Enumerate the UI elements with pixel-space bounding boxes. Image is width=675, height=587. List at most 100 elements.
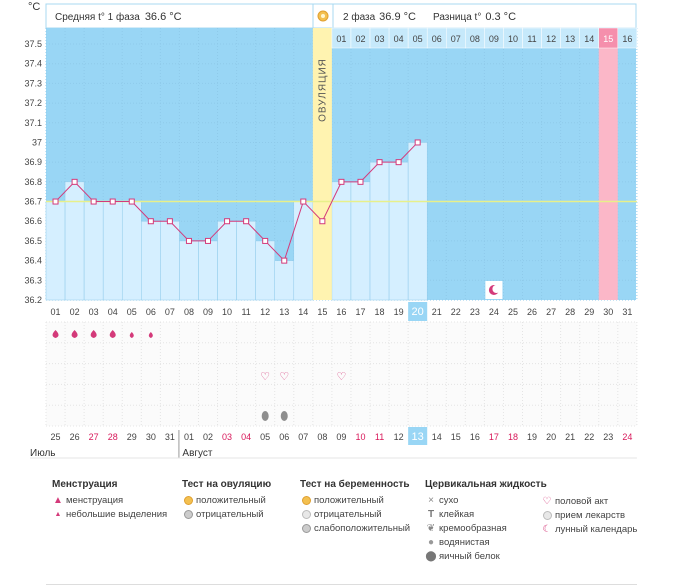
y-tick-label: 37.5 <box>24 39 42 49</box>
temperature-bar <box>388 161 409 301</box>
cycle-day-label: 03 <box>89 307 99 317</box>
cycle-day-labels: 01 02 03 04 05 06 07 08 09 10 11 12 13 14 15 16 17 18 19 20… <box>51 302 632 321</box>
phase2-label: 2 фаза 36.9 °C <box>343 11 416 23</box>
calendar-date-label: 09 <box>336 432 346 442</box>
phase1-label: Средняя t° 1 фаза 36.6 °C <box>55 11 182 23</box>
temperature-point <box>147 218 154 225</box>
y-tick-label: 36.4 <box>24 256 42 266</box>
y-tick-label: 37.4 <box>24 59 42 69</box>
highlight-day-band <box>598 28 618 300</box>
phase2-day-label: 09 <box>489 34 499 44</box>
legend-title: Тест на беременность <box>300 479 410 490</box>
calendar-dates: 25 26 27 28 29 30 31 01 02 03 04 05 06 07 08 09 10 11 12 13… <box>51 427 632 445</box>
phase2-day-row: 01 02 03 04 05 06 07 08 09 10 11 12 13 14 15 16 <box>331 27 638 49</box>
calendar-date-label: 21 <box>565 432 575 442</box>
negative-test-icon <box>182 508 194 524</box>
sticky-icon: T <box>427 509 435 520</box>
positive-test-icon <box>300 494 312 510</box>
drop-icon <box>90 330 97 338</box>
temperature-point <box>224 218 231 225</box>
dry-icon: × <box>428 495 434 506</box>
legend-title: Цервикальная жидкость <box>425 479 547 490</box>
positive-test-icon <box>182 494 194 510</box>
drop-icon <box>52 330 59 338</box>
temperature-bar <box>331 181 352 301</box>
calendar-date-label: 15 <box>451 432 461 442</box>
calendar-date-label: 06 <box>279 432 289 442</box>
y-tick-label: 36.5 <box>24 236 42 246</box>
cycle-day-label: 15 <box>317 307 327 317</box>
temperature-bar <box>350 181 371 301</box>
calendar-date-label: 19 <box>527 432 537 442</box>
temperature-bar <box>274 260 295 301</box>
calendar-date-label: 10 <box>355 432 365 442</box>
phase2-day-label: 13 <box>565 34 575 44</box>
legend-item: ♡ половой акт <box>542 496 609 507</box>
temperature-point <box>281 257 288 264</box>
legend-item: ▲ менструация <box>53 495 124 506</box>
temperature-bar <box>83 201 104 301</box>
legend-item: положительный <box>300 494 410 508</box>
temperature-points <box>52 139 421 264</box>
header-box <box>45 3 637 29</box>
cycle-day-label: 20 <box>412 306 424 318</box>
y-tick-label: 37.3 <box>24 78 42 88</box>
calendar-date-label: 20 <box>546 432 556 442</box>
phase2-day-label: 02 <box>355 34 365 44</box>
heart-icon: ♡ <box>260 371 270 383</box>
cycle-day-label: 24 <box>489 307 499 317</box>
cycle-day-label: 07 <box>165 307 175 317</box>
phase2-day-label: 04 <box>394 34 404 44</box>
temperature-bar <box>198 240 218 301</box>
legend-item: прием лекарств <box>541 509 637 523</box>
calendar-date-label: 26 <box>70 432 80 442</box>
phase2-day-label: 16 <box>622 34 632 44</box>
legend-item: слабоположительный <box>300 522 410 536</box>
y-tick-label: 36.7 <box>24 197 42 207</box>
temperature-bar <box>141 220 161 301</box>
calendar-date-label: 27 <box>89 432 99 442</box>
fluid-drop-icon <box>280 411 288 421</box>
cycle-day-label: 10 <box>222 307 232 317</box>
legend-other: ♡ половой акт прием лекарств ☾ лунный кале… <box>541 495 637 537</box>
legend-title: Тест на овуляцию <box>182 479 272 490</box>
legend-item: ⬤ яичный белок <box>425 551 500 562</box>
legend-item: ● водянистая <box>425 536 547 550</box>
y-unit-label: °C <box>28 1 40 13</box>
weak-positive-test-icon <box>300 522 312 538</box>
calendar-date-label: 07 <box>298 432 308 442</box>
y-tick-label: 36.2 <box>24 295 42 305</box>
cycle-day-label: 06 <box>146 307 156 317</box>
temperature-point <box>166 218 173 225</box>
sun-icon <box>317 10 329 22</box>
small-drop-icon <box>148 332 153 338</box>
cycle-day-label: 13 <box>279 307 289 317</box>
y-tick-label: 36.8 <box>24 177 42 187</box>
temperature-point <box>357 178 364 185</box>
cycle-day-label: 21 <box>432 307 442 317</box>
cycle-day-label: 27 <box>546 307 556 317</box>
phase2-day-label: 03 <box>375 34 385 44</box>
temperature-point <box>185 237 192 244</box>
temperature-point <box>262 237 269 244</box>
month-labels: Июль Август <box>30 430 637 459</box>
temperature-bar <box>293 201 314 301</box>
phase2-day-label: 15 <box>603 34 613 44</box>
cycle-day-label: 04 <box>108 307 118 317</box>
temperature-point <box>338 178 345 185</box>
legend-item: положительный <box>182 494 271 508</box>
calendar-date-label: 23 <box>603 432 613 442</box>
cycle-day-label: 01 <box>51 307 61 317</box>
cycle-day-label: 17 <box>355 307 365 317</box>
phase2-day-label: 11 <box>527 34 536 44</box>
heart-icon: ♡ <box>336 371 346 383</box>
watery-icon: ● <box>427 537 435 548</box>
cycle-day-label: 23 <box>470 307 480 317</box>
temperature-point <box>376 159 383 166</box>
temperature-bar <box>160 220 180 301</box>
drop-icon <box>109 330 116 338</box>
negative-test-icon <box>300 508 312 524</box>
